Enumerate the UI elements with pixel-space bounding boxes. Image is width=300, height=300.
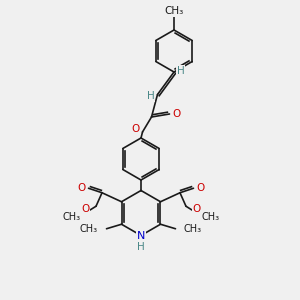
Text: O: O [193,204,201,214]
Text: O: O [132,124,140,134]
Text: O: O [78,183,86,193]
Text: H: H [147,91,155,101]
Text: O: O [196,183,204,193]
Text: H: H [137,242,145,252]
Text: CH₃: CH₃ [164,6,184,16]
Text: CH₃: CH₃ [62,212,80,222]
Text: CH₃: CH₃ [80,224,98,234]
Text: CH₃: CH₃ [202,212,220,222]
Text: N: N [137,231,145,241]
Text: H: H [177,65,184,76]
Text: CH₃: CH₃ [184,224,202,234]
Text: O: O [81,204,89,214]
Text: O: O [172,109,180,119]
